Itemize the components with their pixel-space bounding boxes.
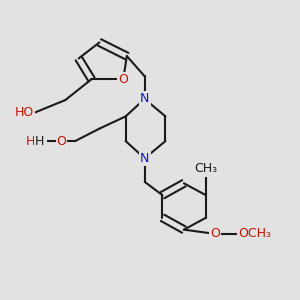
Text: O: O xyxy=(57,135,67,148)
Text: OCH₃: OCH₃ xyxy=(238,227,272,240)
Text: CH₃: CH₃ xyxy=(194,162,218,175)
Text: HO: HO xyxy=(26,135,45,148)
Text: H: H xyxy=(34,135,44,148)
Text: O: O xyxy=(210,227,220,240)
Text: O: O xyxy=(118,73,128,86)
Text: HO: HO xyxy=(15,106,34,119)
Text: N: N xyxy=(140,92,149,105)
Text: N: N xyxy=(140,152,149,165)
